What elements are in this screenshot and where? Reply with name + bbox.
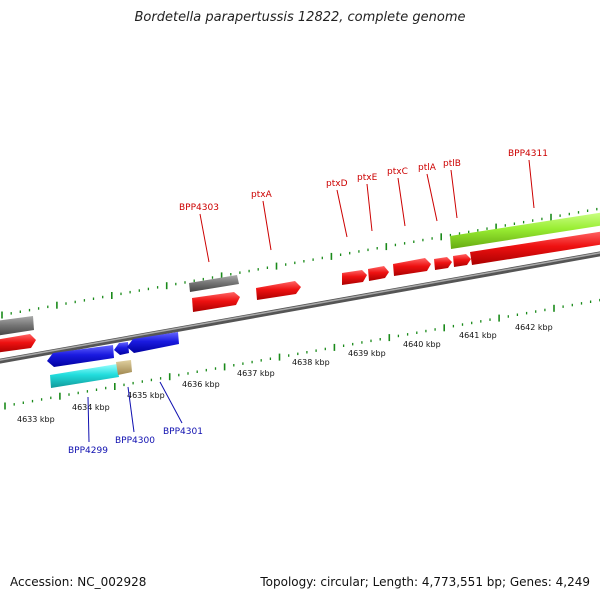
top-gene-labels: BPP4303 ptxA ptxD ptxE ptxC ptlA ptlB BP…	[179, 149, 548, 213]
top-callout-lines	[199, 159, 535, 263]
gene-feature[interactable]	[0, 316, 34, 336]
gene-feature[interactable]	[116, 360, 132, 375]
gene-label[interactable]: ptxD	[326, 179, 348, 189]
gene-label[interactable]: ptxA	[251, 190, 273, 200]
gene-feature[interactable]	[127, 332, 179, 353]
tick-ruler-bottom	[4, 298, 600, 410]
gene-label[interactable]: BPP4299	[68, 446, 108, 456]
gene-label[interactable]: BPP4300	[115, 436, 155, 446]
gene-label[interactable]: ptxC	[387, 167, 408, 177]
gene-feature[interactable]	[342, 270, 367, 285]
gene-feature[interactable]	[189, 275, 239, 292]
kbp-label: 4639 kbp	[348, 349, 386, 358]
gene-feature[interactable]	[47, 345, 114, 367]
gene-feature[interactable]	[434, 257, 452, 270]
gene-feature[interactable]	[192, 292, 240, 312]
kbp-label: 4636 kbp	[182, 380, 220, 389]
gene-feature[interactable]	[368, 266, 389, 281]
kbp-label: 4638 kbp	[292, 358, 330, 367]
kbp-label: 4641 kbp	[459, 331, 497, 340]
gene-feature[interactable]	[114, 342, 129, 355]
tick-ruler-top	[1, 207, 598, 319]
gene-label[interactable]: ptxE	[357, 173, 378, 183]
gene-label[interactable]: BPP4311	[508, 149, 548, 159]
reverse-strand-genes	[47, 332, 179, 388]
kbp-label: 4634 kbp	[72, 403, 110, 412]
accession-label: Accession: NC_002928	[10, 575, 147, 589]
kbp-label: 4637 kbp	[237, 369, 275, 378]
bottom-gene-labels: BPP4299 BPP4300 BPP4301	[68, 427, 203, 456]
gene-label[interactable]: ptlB	[443, 159, 461, 169]
genome-summary: Topology: circular; Length: 4,773,551 bp…	[260, 575, 590, 589]
forward-strand-genes	[0, 212, 600, 353]
kbp-axis-labels: 4633 kbp 4634 kbp 4635 kbp 4636 kbp 4637…	[17, 323, 553, 424]
gene-feature[interactable]	[50, 364, 119, 388]
kbp-label: 4640 kbp	[403, 340, 441, 349]
gene-feature[interactable]	[256, 281, 301, 300]
kbp-label: 4633 kbp	[17, 415, 55, 424]
gene-label[interactable]: ptlA	[418, 163, 437, 173]
kbp-label: 4642 kbp	[515, 323, 553, 332]
gene-feature[interactable]	[393, 258, 431, 276]
genome-backbone-highlight	[0, 252, 600, 361]
genome-backbone	[0, 251, 600, 364]
gene-label[interactable]: BPP4303	[179, 203, 219, 213]
gene-feature[interactable]	[470, 231, 600, 265]
gene-feature[interactable]	[453, 254, 471, 267]
page-title: Bordetella parapertussis 12822, complete…	[134, 10, 466, 25]
gene-feature[interactable]	[450, 212, 600, 249]
gene-feature[interactable]	[0, 334, 36, 353]
kbp-label: 4635 kbp	[127, 391, 165, 400]
bottom-callout-lines	[87, 381, 183, 443]
gene-label[interactable]: BPP4301	[163, 427, 203, 437]
